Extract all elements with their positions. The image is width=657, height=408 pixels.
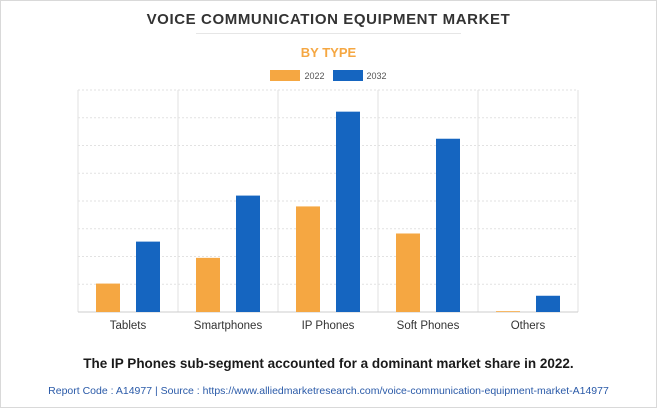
bar-tablets-2032 xyxy=(136,241,160,312)
bar-ip-phones-2022 xyxy=(296,206,320,312)
x-tick-label: IP Phones xyxy=(302,320,355,332)
bar-smartphones-2032 xyxy=(236,195,260,312)
legend-item-2032: 2032 xyxy=(332,70,387,81)
source-footer: Report Code : A14977 | Source : https://… xyxy=(48,385,609,397)
legend-item-2022: 2022 xyxy=(270,70,325,81)
chart-legend: 2022 2032 xyxy=(0,70,657,81)
chart-caption: The IP Phones sub-segment accounted for … xyxy=(83,356,574,371)
x-tick-label: Soft Phones xyxy=(397,320,460,332)
chart-subtitle: BY TYPE xyxy=(300,45,357,60)
legend-label-2022: 2022 xyxy=(304,70,325,81)
x-tick-label: Tablets xyxy=(110,320,147,332)
x-tick-label: Others xyxy=(511,320,546,332)
bar-soft-phones-2022 xyxy=(396,233,420,312)
bar-soft-phones-2032 xyxy=(436,138,460,312)
bar-others-2022 xyxy=(496,311,520,312)
legend-swatch-2022 xyxy=(270,70,301,81)
legend-label-2032: 2032 xyxy=(366,70,387,81)
title-divider xyxy=(196,33,461,34)
chart-title: VOICE COMMUNICATION EQUIPMENT MARKET xyxy=(146,11,511,28)
x-tick-label: Smartphones xyxy=(194,320,263,332)
bar-smartphones-2022 xyxy=(196,257,220,312)
legend-swatch-2032 xyxy=(332,70,363,81)
bar-tablets-2022 xyxy=(96,283,120,312)
bar-others-2032 xyxy=(536,295,560,312)
bar-ip-phones-2032 xyxy=(336,111,360,312)
